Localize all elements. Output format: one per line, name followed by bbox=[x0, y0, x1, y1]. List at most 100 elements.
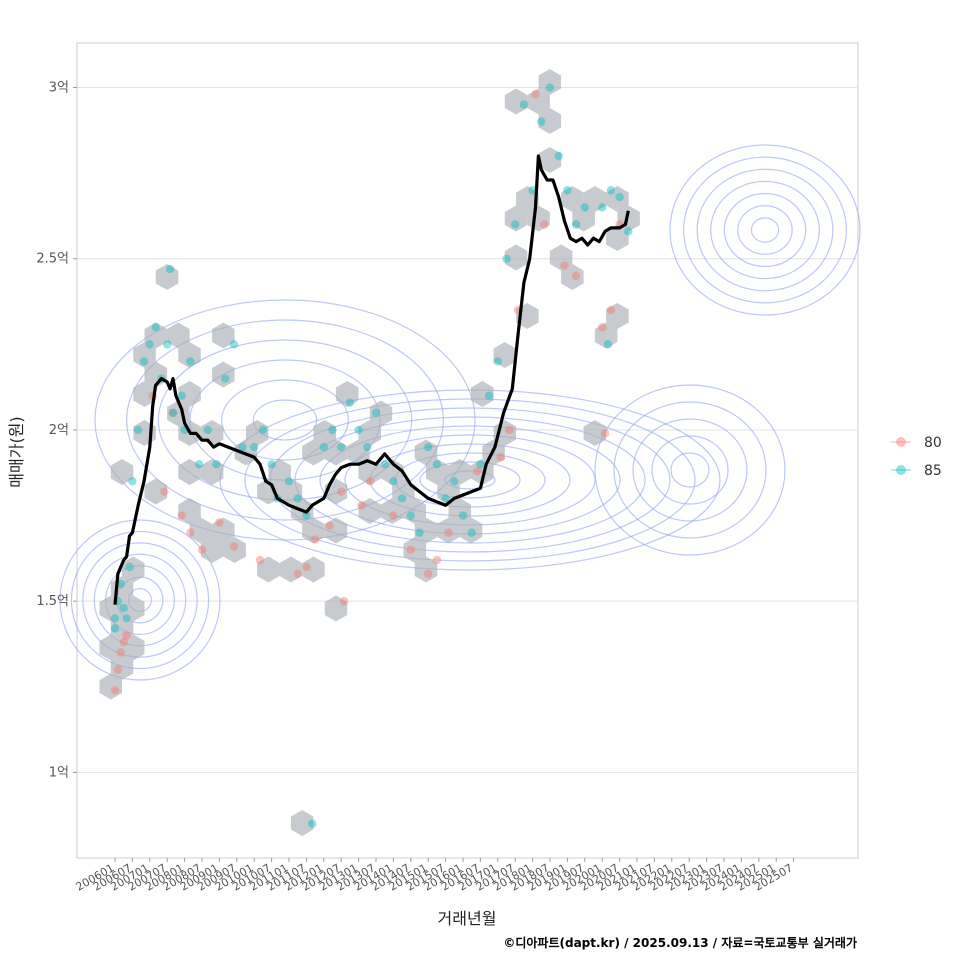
trend-line bbox=[113, 154, 630, 605]
hexbin-9 bbox=[189, 517, 213, 544]
density-contour-mid-9 bbox=[244, 398, 696, 562]
point-85-43 bbox=[406, 511, 415, 520]
point-80-28 bbox=[505, 425, 514, 435]
point-80-2 bbox=[116, 648, 126, 657]
hexbin-33 bbox=[594, 322, 618, 349]
hexbin-60 bbox=[257, 478, 280, 505]
hexbin-45 bbox=[144, 322, 168, 349]
density-contour-early-6 bbox=[70, 530, 210, 670]
point-80-6 bbox=[160, 487, 169, 496]
hexbin-24 bbox=[437, 517, 460, 544]
point-85-15 bbox=[168, 408, 178, 418]
hexbin-23 bbox=[414, 556, 438, 583]
hexbin-85 bbox=[504, 88, 528, 115]
density-contour-mid-2 bbox=[419, 461, 521, 499]
hexbin-71 bbox=[381, 459, 404, 485]
density-contour-late-4 bbox=[710, 180, 820, 280]
hexbin-25 bbox=[471, 459, 494, 485]
point-80-21 bbox=[389, 511, 398, 520]
x-axis: 2006012006072007012007072008012008072009… bbox=[74, 858, 795, 894]
point-85-41 bbox=[389, 477, 398, 486]
point-85-20 bbox=[203, 425, 212, 435]
density-contour-late-6 bbox=[682, 156, 848, 304]
hexbin-55 bbox=[212, 361, 235, 388]
point-85-9 bbox=[139, 357, 149, 366]
hexbin-69 bbox=[347, 439, 370, 466]
point-85-0 bbox=[110, 624, 120, 633]
hexbin-80 bbox=[459, 517, 483, 544]
legend-label-85: 85 bbox=[924, 463, 942, 479]
point-85-1 bbox=[110, 614, 120, 623]
point-85-55 bbox=[511, 220, 520, 229]
point-80-4 bbox=[122, 631, 131, 640]
hexbin-48 bbox=[155, 264, 179, 290]
hexbin-10 bbox=[200, 537, 224, 563]
point-80-37 bbox=[600, 429, 610, 438]
y-axis-title: 매매가(원) bbox=[7, 416, 26, 487]
point-85-22 bbox=[221, 374, 230, 383]
point-80-0 bbox=[110, 686, 120, 695]
point-85-26 bbox=[258, 425, 268, 435]
density-contour-left-5 bbox=[126, 319, 444, 521]
point-80-23 bbox=[424, 569, 433, 578]
point-85-61 bbox=[563, 186, 572, 195]
hexbin-75 bbox=[414, 439, 438, 466]
hexbin-56 bbox=[212, 322, 235, 349]
point-85-25 bbox=[250, 442, 259, 452]
hexbin-67 bbox=[335, 381, 359, 407]
point-80-15 bbox=[302, 562, 311, 572]
point-85-64 bbox=[598, 203, 607, 212]
hexbin-54 bbox=[200, 459, 224, 485]
point-85-67 bbox=[624, 227, 633, 236]
point-85-44 bbox=[415, 528, 424, 537]
hexbin-31 bbox=[549, 244, 573, 271]
point-85-31 bbox=[302, 511, 311, 520]
hexbin-5 bbox=[133, 381, 156, 407]
density-contours bbox=[59, 144, 861, 681]
point-80-32 bbox=[560, 261, 569, 270]
hexbin-63 bbox=[290, 810, 314, 836]
point-80-3 bbox=[119, 638, 128, 647]
point-80-14 bbox=[293, 569, 302, 578]
hexbin-3 bbox=[122, 634, 145, 661]
hexbin-68 bbox=[358, 420, 381, 446]
point-80-26 bbox=[473, 466, 482, 476]
point-85-39 bbox=[371, 408, 381, 418]
hexbin-41 bbox=[122, 556, 145, 583]
hexbin-layer bbox=[99, 69, 640, 836]
hexbin-82 bbox=[493, 342, 517, 368]
hexbin-94 bbox=[606, 225, 629, 251]
hexbin-34 bbox=[606, 303, 629, 329]
density-contour-early-5 bbox=[82, 542, 198, 658]
point-85-59 bbox=[545, 83, 555, 92]
x-axis-title: 거래년월 bbox=[438, 909, 497, 928]
hexbin-73 bbox=[403, 498, 426, 524]
point-85-8 bbox=[134, 425, 143, 435]
legend-item-85: 85 bbox=[891, 463, 942, 479]
density-contour-late-2 bbox=[737, 205, 793, 255]
hexbin-42 bbox=[110, 459, 134, 485]
hexbin-15 bbox=[302, 556, 325, 583]
point-85-38 bbox=[363, 442, 372, 452]
density-contour-rise-4 bbox=[613, 401, 767, 539]
hexbin-91 bbox=[572, 205, 595, 232]
hexbin-88 bbox=[538, 69, 562, 95]
point-85-48 bbox=[450, 477, 459, 486]
point-85-14 bbox=[165, 264, 175, 274]
point-85-13 bbox=[163, 340, 172, 349]
point-80-9 bbox=[186, 528, 195, 537]
point-85-63 bbox=[580, 203, 589, 212]
hexbin-61 bbox=[279, 478, 303, 505]
y-tick-label-0: 1억 bbox=[49, 765, 69, 780]
point-85-56 bbox=[519, 100, 529, 109]
hexbin-6 bbox=[144, 478, 168, 505]
point-80-27 bbox=[496, 453, 505, 462]
hexbin-37 bbox=[324, 595, 348, 622]
point-85-40 bbox=[380, 459, 389, 469]
hexbin-21 bbox=[381, 498, 404, 524]
point-85-33 bbox=[319, 442, 328, 452]
hexbin-86 bbox=[516, 186, 539, 212]
hexbin-78 bbox=[448, 459, 471, 485]
point-85-65 bbox=[606, 186, 616, 195]
hexbin-36 bbox=[583, 420, 607, 446]
